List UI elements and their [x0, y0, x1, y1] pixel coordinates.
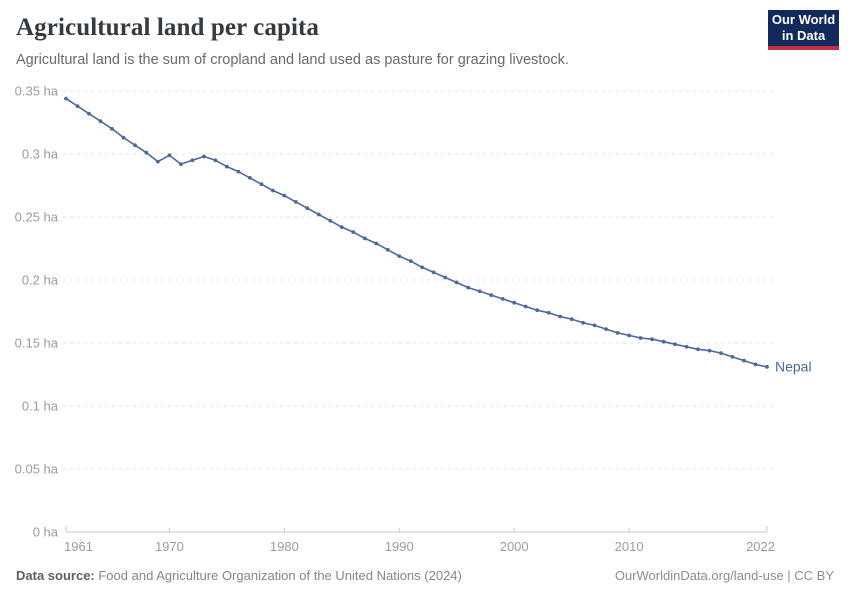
data-point: [374, 241, 379, 246]
data-point: [305, 206, 310, 211]
data-point: [765, 365, 769, 369]
page-title: Agricultural land per capita: [16, 14, 320, 41]
data-point: [719, 351, 723, 355]
data-source-text: Food and Agriculture Organization of the…: [94, 568, 462, 583]
data-point: [133, 143, 137, 148]
data-point: [75, 104, 80, 108]
data-point: [328, 218, 333, 223]
attribution-link[interactable]: OurWorldinData.org/land-use | CC BY: [614, 568, 834, 583]
data-point: [179, 162, 183, 167]
data-point: [477, 289, 482, 294]
data-point: [569, 317, 574, 321]
data-point: [546, 310, 551, 315]
data-point: [271, 188, 275, 193]
data-point: [167, 153, 172, 158]
data-point: [408, 259, 413, 263]
data-point: [64, 96, 68, 101]
y-tick-label: 0.15 ha: [15, 336, 59, 351]
data-point: [339, 225, 344, 230]
data-point: [707, 348, 712, 353]
data-point: [121, 135, 126, 140]
data-point: [202, 154, 206, 159]
data-point: [316, 212, 321, 217]
data-point: [362, 236, 367, 241]
data-point: [581, 320, 585, 325]
data-point: [742, 358, 746, 363]
data-point: [259, 182, 264, 187]
data-source-label: Data source:: [16, 568, 95, 583]
data-point: [592, 323, 597, 328]
data-point: [489, 293, 494, 297]
data-point: [282, 193, 287, 198]
y-tick-label: 0 ha: [33, 525, 59, 540]
data-point: [454, 280, 459, 285]
data-point: [293, 200, 298, 204]
data-point: [144, 150, 149, 155]
x-tick-label: 1980: [270, 539, 299, 554]
y-tick-label: 0.35 ha: [15, 84, 59, 99]
data-point: [213, 158, 218, 163]
data-point: [431, 270, 436, 275]
data-point: [420, 265, 425, 270]
data-point: [500, 297, 505, 301]
x-tick-label: 1990: [385, 539, 414, 554]
y-tick-label: 0.2 ha: [22, 273, 59, 288]
data-point: [236, 169, 241, 174]
data-point: [558, 314, 562, 319]
x-tick-label: 2022: [746, 539, 775, 554]
nepal-series-line[interactable]: [65, 97, 768, 368]
data-point: [638, 336, 643, 340]
data-point: [225, 164, 229, 169]
data-point: [535, 308, 540, 313]
data-point: [627, 333, 631, 338]
data-point: [443, 275, 448, 280]
y-tick-label: 0.1 ha: [22, 399, 59, 414]
data-point: [385, 247, 390, 252]
data-point: [512, 300, 517, 305]
data-point: [156, 159, 160, 164]
data-point: [753, 362, 758, 367]
data-point: [650, 337, 654, 342]
data-point: [604, 327, 608, 331]
data-point: [696, 347, 700, 352]
owid-logo[interactable]: Our World in Data: [768, 10, 839, 50]
x-tick-label: 1961: [64, 539, 93, 554]
y-tick-label: 0.05 ha: [15, 462, 59, 477]
x-tick-label: 2010: [615, 539, 644, 554]
x-tick-label: 2000: [500, 539, 529, 554]
data-point: [87, 111, 91, 116]
chart-subtitle: Agricultural land is the sum of cropland…: [16, 52, 569, 68]
data-point: [248, 176, 252, 180]
data-point: [730, 355, 735, 359]
data-point: [661, 339, 666, 344]
x-tick-label: 1970: [155, 539, 184, 554]
logo-line1: Our World: [771, 12, 836, 28]
data-point: [523, 304, 528, 309]
y-tick-label: 0.3 ha: [22, 147, 59, 162]
series-end-label[interactable]: Nepal: [775, 358, 812, 374]
logo-line2: in Data: [781, 28, 826, 43]
chart-footer: Data source: Food and Agriculture Organi…: [16, 568, 834, 583]
data-point: [615, 331, 620, 335]
data-point: [684, 344, 689, 349]
data-point: [351, 230, 356, 235]
data-point: [673, 342, 677, 347]
data-point: [397, 254, 402, 258]
data-source: Data source: Food and Agriculture Organi…: [16, 568, 462, 583]
data-point: [190, 158, 195, 163]
data-point: [466, 285, 471, 290]
data-point: [98, 119, 103, 124]
data-point: [110, 126, 114, 131]
y-tick-label: 0.25 ha: [15, 210, 59, 225]
